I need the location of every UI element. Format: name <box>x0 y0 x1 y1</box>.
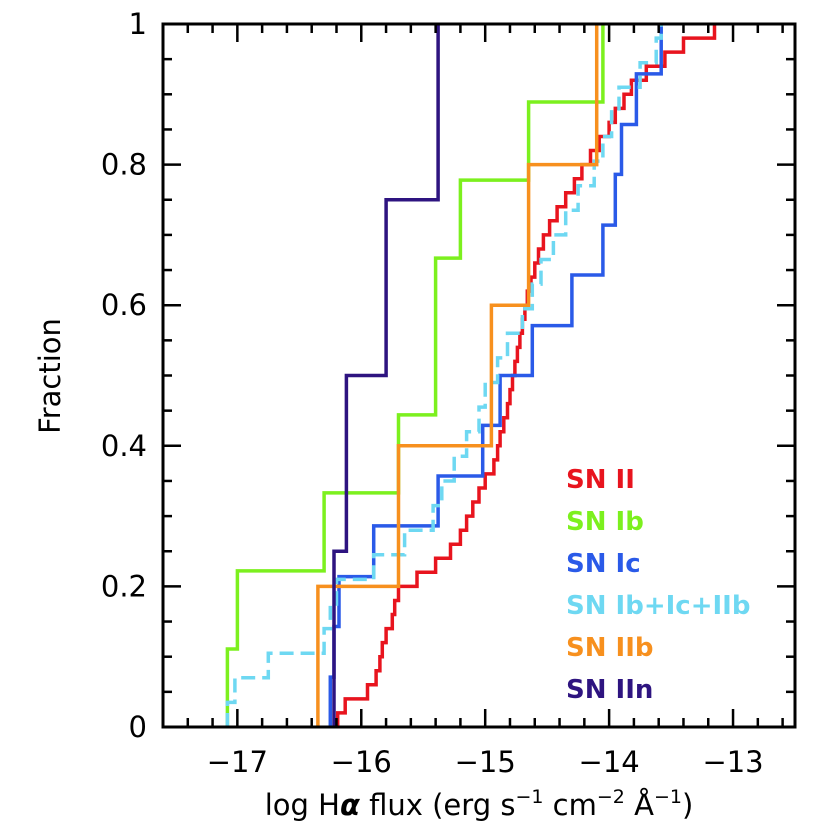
plot-frame <box>161 22 797 729</box>
series-sn-ic <box>328 24 663 727</box>
x-axis-title: log Hα flux (erg s−1 cm−2 Å−1) <box>265 786 694 822</box>
y-tick-label: 0.2 <box>101 569 147 603</box>
legend-entry-sn-iib: SN IIb <box>566 633 654 663</box>
axis-ticks <box>161 22 795 729</box>
series-sn-ib-ic-iib <box>225 24 663 727</box>
series-sn-iin <box>332 24 440 727</box>
x-tick-label: −14 <box>579 745 640 779</box>
x-tick-label: −16 <box>331 745 392 779</box>
series-sn-iib <box>316 24 599 727</box>
legend-entry-sn-ic: SN Ic <box>566 549 641 579</box>
legend-entry-sn-ib-ic-iib: SN Ib+Ic+IIb <box>566 591 750 621</box>
series-layer <box>225 24 717 727</box>
legend-entry-sn-iin: SN IIn <box>566 675 653 705</box>
legend-entry-sn-ib: SN Ib <box>566 507 644 537</box>
x-tick-label: −15 <box>455 745 516 779</box>
legend: SN II SN Ib SN Ic SN Ib+Ic+IIb SN IIb SN… <box>566 465 750 705</box>
y-axis-title: Fraction <box>33 318 67 434</box>
y-tick-label: 1 <box>129 7 147 41</box>
legend-entry-sn-ii: SN II <box>566 465 635 495</box>
y-tick-label: 0 <box>129 710 147 744</box>
series-sn-ib <box>225 24 605 727</box>
tick-labels: −17 −16 −15 −14 −13 0 0.2 0.4 0.6 0.8 1 <box>101 7 764 779</box>
y-tick-label: 0.8 <box>101 148 147 182</box>
x-tick-label: −17 <box>207 745 268 779</box>
y-tick-label: 0.4 <box>101 429 147 463</box>
x-tick-label: −13 <box>702 745 763 779</box>
y-tick-label: 0.6 <box>101 288 147 322</box>
